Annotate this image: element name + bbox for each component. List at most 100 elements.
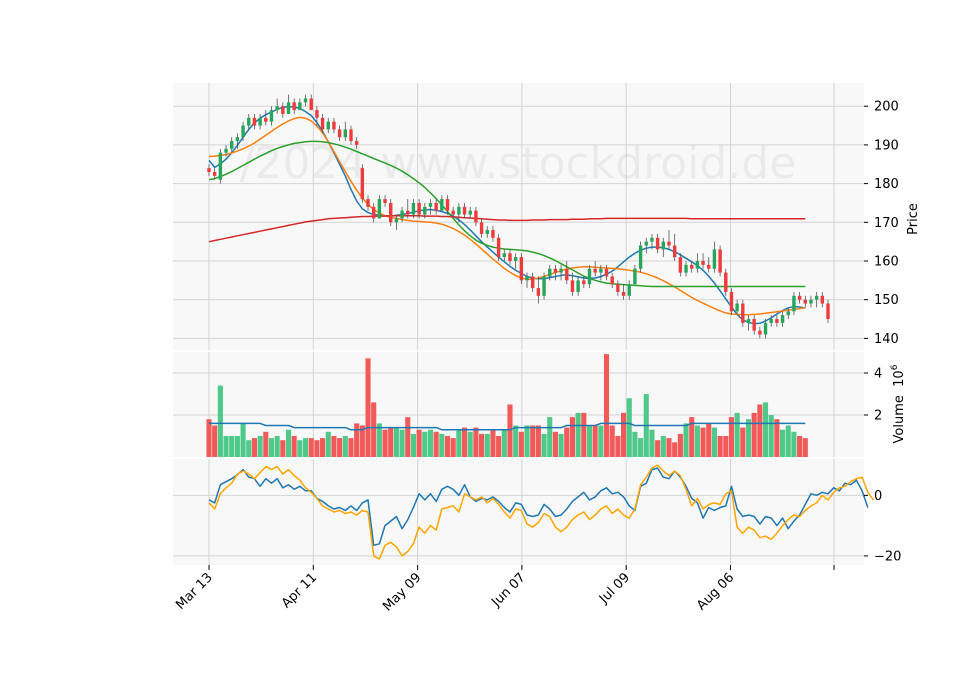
- candle-body: [247, 117, 251, 126]
- candle-body: [638, 245, 643, 269]
- candle-body: [303, 98, 308, 103]
- volume-bar: [677, 433, 683, 457]
- price-gridlines: [173, 83, 864, 350]
- volume-bar: [473, 427, 479, 457]
- volume-bar: [603, 354, 610, 457]
- volume-bar: [291, 436, 297, 457]
- candle-body: [485, 230, 489, 234]
- candle-body: [462, 206, 467, 215]
- candle-body: [218, 152, 223, 180]
- volume-bar: [410, 433, 416, 457]
- volume-bar: [751, 412, 757, 457]
- volume-bar: [302, 438, 309, 457]
- y-tick-label: 0: [874, 489, 882, 504]
- price-panel: /2024 www.stockdroid.de 1401501601701801…: [173, 83, 921, 350]
- candle-body: [349, 129, 353, 142]
- candle-body: [445, 199, 450, 211]
- volume-bar: [234, 436, 240, 457]
- volume-bar: [217, 385, 223, 457]
- volume-bar: [376, 423, 382, 457]
- volume-bar: [802, 438, 808, 457]
- candle-body: [644, 241, 648, 246]
- volume-bar: [734, 412, 740, 457]
- candle-body: [695, 261, 700, 269]
- candle-body: [553, 268, 558, 273]
- moving-average-line: [208, 105, 806, 325]
- candle-body: [809, 299, 813, 304]
- candle-body: [826, 303, 830, 320]
- candle-body: [252, 117, 257, 126]
- volume-bar: [422, 431, 428, 457]
- candle-body: [803, 299, 807, 304]
- volume-bar: [535, 425, 541, 457]
- volume-bar: [314, 440, 320, 457]
- volume-bar: [586, 425, 593, 457]
- candle-body: [678, 257, 683, 273]
- volume-bar: [524, 425, 530, 457]
- candle-body: [548, 268, 552, 277]
- volume-bar: [762, 402, 769, 457]
- volume-bar: [393, 427, 399, 457]
- volume-bar: [655, 440, 661, 457]
- volume-bar: [268, 438, 275, 457]
- y-tick-label: 140: [874, 332, 899, 347]
- candle-body: [797, 295, 802, 300]
- volume-bar: [484, 433, 490, 457]
- moving-average-line: [208, 116, 806, 316]
- volume-bar: [320, 438, 326, 457]
- volume-bar: [513, 425, 519, 457]
- candle-body: [599, 268, 603, 273]
- volume-bar: [638, 438, 644, 457]
- price-axis-label: Price: [906, 203, 921, 235]
- candle-body: [411, 202, 416, 215]
- volume-bar: [774, 419, 780, 457]
- volume-bar: [427, 429, 434, 457]
- volume-bar: [689, 417, 695, 457]
- volume-bar: [479, 433, 485, 457]
- oscillator-panel: 0 −20: [173, 459, 901, 565]
- candle-body: [298, 102, 302, 111]
- volume-bar: [672, 442, 678, 457]
- candle-body: [769, 319, 773, 323]
- candle-body: [269, 110, 274, 122]
- volume-bar: [780, 429, 786, 457]
- volume-bar: [461, 427, 468, 457]
- y-tick-label: 170: [874, 216, 899, 231]
- moving-averages: [208, 105, 806, 325]
- candle-body: [440, 199, 444, 211]
- candle-body: [275, 106, 279, 111]
- candle-body: [451, 210, 455, 215]
- volume-bar: [223, 436, 229, 457]
- candle-body: [627, 284, 631, 296]
- volume-bar: [439, 433, 445, 457]
- candle-body: [576, 280, 580, 292]
- candle-body: [343, 129, 347, 138]
- candle-body: [309, 98, 313, 111]
- volume-bar: [501, 429, 507, 457]
- volume-bar: [768, 415, 774, 457]
- volume-bar: [666, 438, 672, 457]
- candle-body: [752, 319, 756, 331]
- candle-body: [394, 218, 399, 223]
- candle-body: [207, 168, 211, 172]
- candle-body: [763, 322, 768, 335]
- candle-body: [616, 284, 620, 292]
- candle-body: [212, 172, 217, 176]
- candle-body: [724, 272, 728, 292]
- candle-body: [389, 202, 393, 223]
- volume-bar: [683, 423, 689, 457]
- volume-moving-average: [209, 422, 806, 431]
- volume-bar: [541, 433, 547, 457]
- candle-body: [315, 110, 319, 118]
- volume-bar: [575, 412, 581, 457]
- candle-body: [718, 249, 722, 273]
- candle-body: [582, 280, 586, 285]
- volume-bar: [757, 404, 763, 457]
- watermark: /2024 www.stockdroid.de: [240, 138, 797, 189]
- volume-bar: [285, 429, 292, 457]
- volume-bar: [706, 423, 712, 457]
- candle-body: [690, 264, 694, 269]
- candle-body: [775, 319, 779, 323]
- candle-body: [661, 241, 666, 250]
- volume-bar: [251, 438, 257, 457]
